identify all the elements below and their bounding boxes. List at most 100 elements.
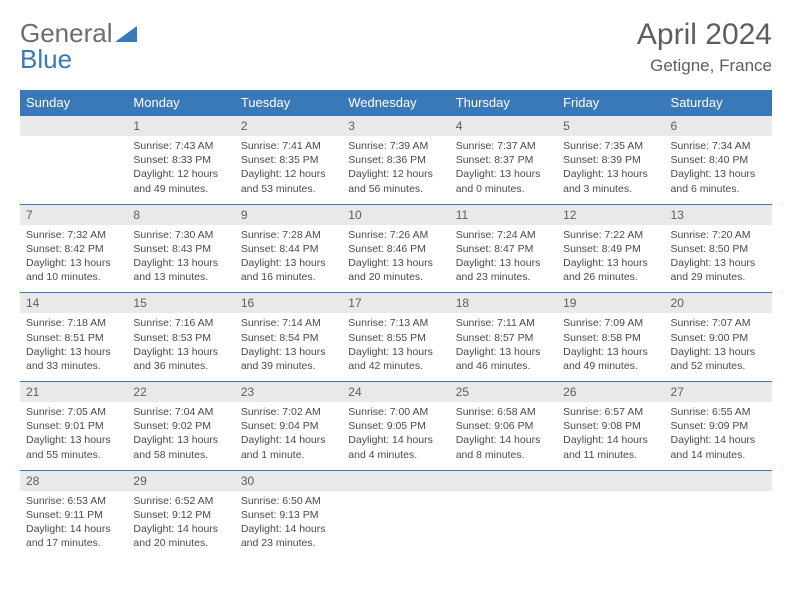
weekday-header: Tuesday — [235, 90, 342, 115]
day-detail-cell: Sunrise: 7:34 AMSunset: 8:40 PMDaylight:… — [665, 136, 772, 204]
day-number-cell: 24 — [342, 381, 449, 402]
day-number-cell: 10 — [342, 204, 449, 225]
sunset-text: Sunset: 8:40 PM — [671, 153, 766, 167]
sunrise-text: Sunrise: 7:22 AM — [563, 228, 658, 242]
daylight-text: Daylight: 14 hours and 20 minutes. — [133, 522, 228, 550]
sunset-text: Sunset: 8:53 PM — [133, 331, 228, 345]
day-detail-cell: Sunrise: 7:02 AMSunset: 9:04 PMDaylight:… — [235, 402, 342, 470]
day-number-cell: 25 — [450, 381, 557, 402]
daylight-text: Daylight: 13 hours and 55 minutes. — [26, 433, 121, 461]
day-detail-cell — [450, 491, 557, 559]
daylight-text: Daylight: 13 hours and 36 minutes. — [133, 345, 228, 373]
day-detail-cell: Sunrise: 7:11 AMSunset: 8:57 PMDaylight:… — [450, 313, 557, 381]
logo-triangle-icon — [115, 24, 137, 44]
sunset-text: Sunset: 9:11 PM — [26, 508, 121, 522]
sunrise-text: Sunrise: 7:41 AM — [241, 139, 336, 153]
sunset-text: Sunset: 8:37 PM — [456, 153, 551, 167]
day-detail-cell: Sunrise: 7:26 AMSunset: 8:46 PMDaylight:… — [342, 225, 449, 293]
weekday-header: Wednesday — [342, 90, 449, 115]
sunset-text: Sunset: 9:02 PM — [133, 419, 228, 433]
sunrise-text: Sunrise: 7:18 AM — [26, 316, 121, 330]
sunset-text: Sunset: 8:35 PM — [241, 153, 336, 167]
day-detail-cell: Sunrise: 7:28 AMSunset: 8:44 PMDaylight:… — [235, 225, 342, 293]
day-number-cell: 4 — [450, 115, 557, 136]
sunrise-text: Sunrise: 7:16 AM — [133, 316, 228, 330]
weekday-header-row: Sunday Monday Tuesday Wednesday Thursday… — [20, 90, 772, 115]
sunset-text: Sunset: 9:08 PM — [563, 419, 658, 433]
day-number-cell: 1 — [127, 115, 234, 136]
location: Getigne, France — [637, 56, 772, 76]
day-number-cell: 28 — [20, 470, 127, 491]
day-number-cell: 15 — [127, 292, 234, 313]
day-detail-cell: Sunrise: 7:37 AMSunset: 8:37 PMDaylight:… — [450, 136, 557, 204]
day-number-cell: 9 — [235, 204, 342, 225]
daylight-text: Daylight: 14 hours and 11 minutes. — [563, 433, 658, 461]
day-number-cell — [557, 470, 664, 491]
day-number-cell: 27 — [665, 381, 772, 402]
day-number-cell: 8 — [127, 204, 234, 225]
sunrise-text: Sunrise: 7:05 AM — [26, 405, 121, 419]
day-number-row: 123456 — [20, 115, 772, 136]
day-number-cell: 18 — [450, 292, 557, 313]
daylight-text: Daylight: 13 hours and 10 minutes. — [26, 256, 121, 284]
sunset-text: Sunset: 9:13 PM — [241, 508, 336, 522]
calendar-table: Sunday Monday Tuesday Wednesday Thursday… — [20, 90, 772, 558]
daylight-text: Daylight: 14 hours and 23 minutes. — [241, 522, 336, 550]
daylight-text: Daylight: 13 hours and 16 minutes. — [241, 256, 336, 284]
sunset-text: Sunset: 8:57 PM — [456, 331, 551, 345]
day-detail-cell: Sunrise: 7:00 AMSunset: 9:05 PMDaylight:… — [342, 402, 449, 470]
day-number-cell — [20, 115, 127, 136]
sunrise-text: Sunrise: 6:53 AM — [26, 494, 121, 508]
day-number-cell: 14 — [20, 292, 127, 313]
day-detail-cell: Sunrise: 7:04 AMSunset: 9:02 PMDaylight:… — [127, 402, 234, 470]
day-number-cell: 19 — [557, 292, 664, 313]
sunrise-text: Sunrise: 7:30 AM — [133, 228, 228, 242]
sunset-text: Sunset: 9:09 PM — [671, 419, 766, 433]
sunrise-text: Sunrise: 7:09 AM — [563, 316, 658, 330]
sunset-text: Sunset: 8:47 PM — [456, 242, 551, 256]
day-detail-row: Sunrise: 7:18 AMSunset: 8:51 PM Daylight:… — [20, 313, 772, 381]
sunset-text: Sunset: 8:51 PM — [26, 331, 121, 345]
sunrise-text: Sunrise: 7:34 AM — [671, 139, 766, 153]
sunrise-text: Sunrise: 6:58 AM — [456, 405, 551, 419]
day-number-cell: 11 — [450, 204, 557, 225]
day-detail-row: Sunrise: 6:53 AMSunset: 9:11 PM Daylight:… — [20, 491, 772, 559]
sunset-text: Sunset: 8:46 PM — [348, 242, 443, 256]
day-detail-cell: Sunrise: 7:20 AMSunset: 8:50 PMDaylight:… — [665, 225, 772, 293]
day-number-cell: 23 — [235, 381, 342, 402]
day-number-cell: 12 — [557, 204, 664, 225]
sunset-text: Sunset: 9:05 PM — [348, 419, 443, 433]
sunrise-text: Sunrise: 7:43 AM — [133, 139, 228, 153]
day-detail-cell: Sunrise: 6:52 AMSunset: 9:12 PMDaylight:… — [127, 491, 234, 559]
day-number-cell: 16 — [235, 292, 342, 313]
day-detail-cell: Sunrise: 7:16 AMSunset: 8:53 PMDaylight:… — [127, 313, 234, 381]
day-number-cell — [665, 470, 772, 491]
day-number-cell — [450, 470, 557, 491]
sunrise-text: Sunrise: 7:26 AM — [348, 228, 443, 242]
daylight-text: Daylight: 13 hours and 0 minutes. — [456, 167, 551, 195]
sunrise-text: Sunrise: 7:20 AM — [671, 228, 766, 242]
day-number-cell: 5 — [557, 115, 664, 136]
day-detail-cell: Sunrise: 7:41 AMSunset: 8:35 PMDaylight:… — [235, 136, 342, 204]
day-detail-cell: Sunrise: 6:58 AMSunset: 9:06 PMDaylight:… — [450, 402, 557, 470]
day-detail-row: Sunrise: 7:05 AMSunset: 9:01 PMDaylight:… — [20, 402, 772, 470]
day-number-cell: 26 — [557, 381, 664, 402]
daylight-text: Daylight: 13 hours and 6 minutes. — [671, 167, 766, 195]
weekday-header: Sunday — [20, 90, 127, 115]
sunset-text: Sunset: 8:54 PM — [241, 331, 336, 345]
sunrise-text: Sunrise: 7:37 AM — [456, 139, 551, 153]
day-number-cell: 7 — [20, 204, 127, 225]
day-detail-row: Sunrise: 7:43 AMSunset: 8:33 PMDaylight:… — [20, 136, 772, 204]
daylight-text: Daylight: 13 hours and 26 minutes. — [563, 256, 658, 284]
month-title: April 2024 — [637, 18, 772, 52]
day-number-cell: 20 — [665, 292, 772, 313]
sunrise-text: Sunrise: 6:55 AM — [671, 405, 766, 419]
sunset-text: Sunset: 8:42 PM — [26, 242, 121, 256]
sunset-text: Sunset: 9:04 PM — [241, 419, 336, 433]
sunrise-text: Sunrise: 7:00 AM — [348, 405, 443, 419]
sunset-text: Sunset: 8:44 PM — [241, 242, 336, 256]
day-detail-cell: Sunrise: 7:22 AMSunset: 8:49 PMDaylight:… — [557, 225, 664, 293]
day-detail-cell: Sunrise: 7:43 AMSunset: 8:33 PMDaylight:… — [127, 136, 234, 204]
day-number-row: 14151617181920 — [20, 292, 772, 313]
day-number-cell: 21 — [20, 381, 127, 402]
